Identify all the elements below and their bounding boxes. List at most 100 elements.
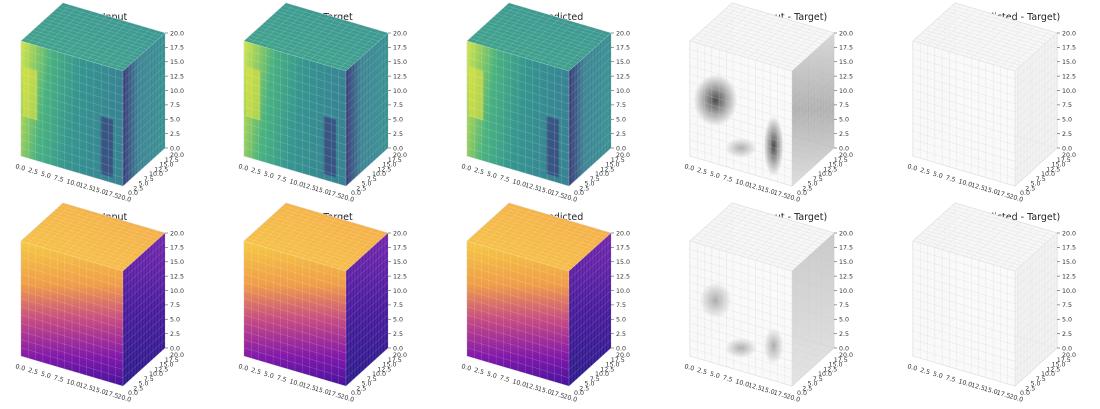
y-axis: 0.02.55.07.510.012.515.017.520.0 bbox=[351, 152, 407, 197]
voxel-line bbox=[510, 15, 553, 55]
panel-title: Input bbox=[103, 12, 128, 23]
voxel-line bbox=[243, 248, 347, 280]
voxel-line bbox=[472, 235, 576, 266]
voxel-line bbox=[272, 11, 316, 50]
x-tick-label: 2.5 bbox=[919, 367, 931, 376]
voxel-line bbox=[503, 13, 546, 52]
z-tick-label: 7.5 bbox=[393, 102, 403, 109]
x-tick-label: 10.0 bbox=[511, 378, 526, 389]
voxel-line bbox=[20, 331, 124, 362]
voxel-line bbox=[791, 32, 835, 72]
voxel-line bbox=[345, 73, 389, 113]
voxel-line bbox=[20, 257, 124, 288]
z-tick-label: 10.0 bbox=[393, 88, 407, 95]
voxel-line bbox=[258, 207, 301, 246]
panel-r2-c3: Predicted0.02.55.07.510.012.515.017.520.… bbox=[460, 202, 630, 404]
y-tick-label: 0.0 bbox=[574, 190, 584, 197]
voxel-line bbox=[912, 48, 1016, 80]
z-tick-label: 15.0 bbox=[170, 259, 184, 266]
voxel-line bbox=[1014, 32, 1058, 72]
y-tick-label: 20.0 bbox=[170, 152, 184, 159]
voxel-line bbox=[20, 306, 124, 337]
z-tick-label: 20.0 bbox=[1062, 230, 1076, 237]
x-axis: 0.0 2.5 5.0 7.5 10.012.515.017.520.0 bbox=[460, 363, 577, 404]
x-tick-label: 2.5 bbox=[250, 367, 262, 376]
voxel-line bbox=[971, 219, 1014, 259]
voxel-line bbox=[345, 41, 389, 80]
z-axis: 0.0 2.5 5.0 7.5 10.0 12.5 15.0 17.5 20.0 bbox=[388, 230, 407, 352]
voxel-line bbox=[57, 213, 100, 252]
voxel-line bbox=[985, 224, 1029, 263]
voxel-line bbox=[1000, 28, 1043, 67]
voxel-line bbox=[53, 10, 157, 42]
voxel-line bbox=[122, 290, 166, 329]
voxel-line bbox=[345, 298, 389, 337]
voxel-line bbox=[345, 147, 389, 187]
z-tick-label: 2.5 bbox=[170, 331, 180, 338]
voxel-line bbox=[56, 8, 160, 39]
y-tick-label: 17.5 bbox=[834, 357, 848, 364]
y-tick-label: 15.0 bbox=[160, 162, 174, 169]
z-tick-label: 17.5 bbox=[616, 245, 630, 252]
error-blob bbox=[763, 328, 784, 365]
voxel-line bbox=[251, 4, 294, 44]
voxel-line bbox=[282, 205, 386, 236]
x-tick-label: 5.0 bbox=[40, 371, 52, 380]
voxel-line bbox=[56, 208, 160, 239]
voxel-line bbox=[791, 90, 835, 129]
voxel-line bbox=[716, 216, 820, 247]
voxel-line bbox=[345, 306, 389, 346]
voxel-cube bbox=[21, 3, 165, 186]
voxel-line bbox=[280, 13, 323, 52]
voxel-line bbox=[466, 57, 570, 88]
voxel-line bbox=[122, 249, 166, 288]
voxel-line bbox=[243, 331, 347, 362]
x-tick-label: 12.5 bbox=[524, 382, 539, 393]
x-tick-label: 12.5 bbox=[78, 182, 93, 193]
voxel-line bbox=[755, 222, 798, 261]
x-tick-label: 20.0 bbox=[1008, 393, 1023, 404]
voxel-line bbox=[20, 40, 124, 72]
x-tick-label: 7.5 bbox=[499, 374, 511, 383]
voxel-line bbox=[243, 98, 347, 129]
voxel-line bbox=[689, 257, 793, 288]
voxel-line bbox=[122, 82, 166, 121]
cube-front-face bbox=[21, 41, 123, 186]
y-tick-label: 17.5 bbox=[1057, 157, 1071, 164]
voxel-line bbox=[948, 208, 1052, 239]
voxel-line bbox=[466, 131, 570, 162]
z-tick-label: 10.0 bbox=[616, 288, 630, 295]
voxel-line bbox=[1014, 65, 1058, 105]
y-tick-label: 10.0 bbox=[595, 371, 609, 378]
y-tick-label: 15.0 bbox=[829, 162, 843, 169]
y-tick-label: 7.5 bbox=[590, 176, 600, 183]
voxel-line bbox=[777, 228, 820, 267]
voxel-line bbox=[280, 213, 323, 252]
y-tick-label: 5.0 bbox=[585, 181, 595, 188]
cube-feature bbox=[246, 66, 261, 121]
voxel-line bbox=[466, 114, 570, 146]
x-axis: 0.0 2.5 5.0 7.5 10.012.515.017.520.0 bbox=[906, 363, 1023, 404]
voxel-line bbox=[713, 19, 817, 50]
voxel-line bbox=[122, 257, 166, 296]
voxel-line bbox=[20, 347, 124, 379]
panel-r2-c5: AE (Predicted - Target)0.02.55.07.510.01… bbox=[906, 202, 1076, 404]
x-axis: 0.0 2.5 5.0 7.5 10.012.515.017.520.0 bbox=[460, 163, 577, 204]
voxel-line bbox=[466, 122, 570, 154]
panel-r2-c2: Target0.02.55.07.510.012.515.017.520.00.… bbox=[237, 202, 407, 404]
voxel-line bbox=[122, 131, 166, 170]
voxel-lattice bbox=[20, 2, 166, 187]
voxel-line bbox=[243, 2, 287, 42]
voxel-line bbox=[1007, 30, 1050, 70]
voxel-line bbox=[20, 355, 124, 387]
voxel-line bbox=[122, 232, 166, 272]
y-tick-label: 5.0 bbox=[139, 381, 149, 388]
x-tick-label: 12.5 bbox=[524, 182, 539, 193]
x-tick-label: 2.5 bbox=[919, 167, 931, 176]
x-tick-label: 0.0 bbox=[906, 363, 918, 372]
voxel-line bbox=[568, 65, 612, 105]
voxel-line bbox=[265, 209, 309, 248]
y-tick-label: 20.0 bbox=[393, 152, 407, 159]
z-tick-label: 15.0 bbox=[616, 259, 630, 266]
x-tick-label: 7.5 bbox=[722, 374, 734, 383]
